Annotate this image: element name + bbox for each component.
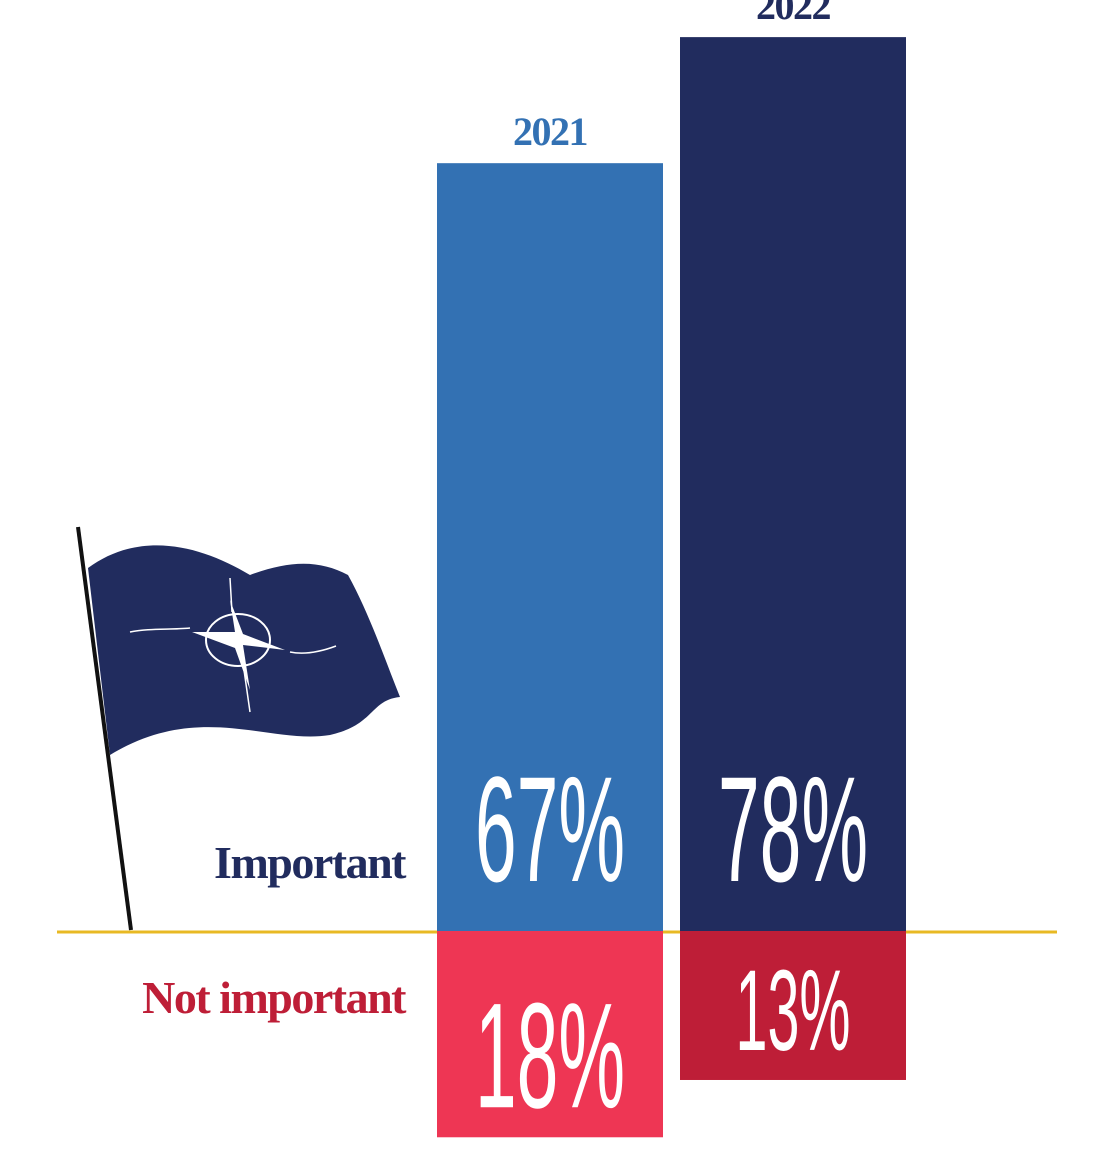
value-label: 78%	[718, 747, 868, 914]
value-label: 67%	[475, 747, 625, 914]
bar	[680, 37, 906, 932]
series-label: Not important	[142, 972, 407, 1023]
category-label: 2021	[513, 109, 587, 154]
nato-flag	[76, 526, 400, 931]
category-label: 2022	[756, 0, 831, 28]
series-label: Important	[214, 837, 407, 888]
bar	[680, 931, 906, 1080]
value-label: 13%	[735, 948, 850, 1076]
bar	[437, 931, 663, 1138]
value-label: 18%	[475, 973, 625, 1140]
bar	[437, 163, 663, 931]
